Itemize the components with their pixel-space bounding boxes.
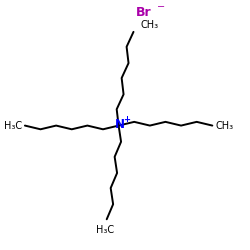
Text: H₃C: H₃C [4,120,22,130]
Text: Br: Br [136,6,152,19]
Text: N: N [115,118,125,130]
Text: CH₃: CH₃ [140,20,158,30]
Text: H₃C: H₃C [96,226,114,235]
Text: CH₃: CH₃ [215,120,234,130]
Text: −: − [157,2,165,12]
Text: +: + [123,115,130,124]
